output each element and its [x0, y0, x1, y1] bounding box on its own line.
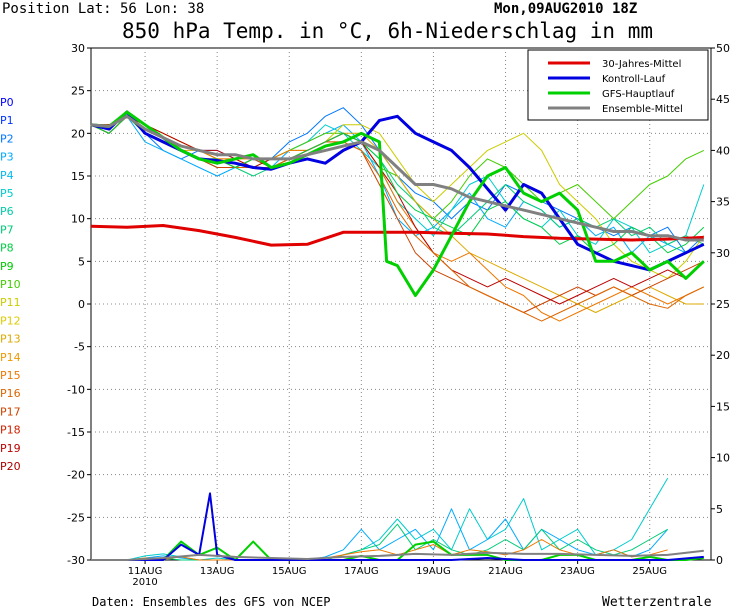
grid: [91, 48, 711, 560]
series-line: [90, 114, 704, 242]
member-label: P11: [0, 296, 21, 309]
x-tick-sublabel: 2010: [132, 577, 157, 588]
left-tick-label: 5: [78, 255, 85, 268]
right-tick-label: 50: [716, 42, 730, 55]
left-tick-label: 0: [78, 298, 85, 311]
member-label: P6: [0, 205, 14, 218]
member-label: P3: [0, 151, 14, 164]
member-label: P15: [0, 369, 21, 382]
left-tick-label: 10: [71, 213, 85, 226]
precipitation-lines: [91, 477, 669, 561]
member-labels: P0 P1 P2 P3 P4 P5 P6 P7 P8 P9 P10 P11 P12 P13 P14 P15 P1…: [0, 96, 21, 473]
right-tick-label: 10: [716, 452, 730, 465]
member-label: P19: [0, 442, 21, 455]
member-label: P18: [0, 424, 21, 437]
left-tick-label: 30: [71, 42, 85, 55]
member-label: P17: [0, 405, 21, 418]
right-tick-label: 15: [716, 400, 730, 413]
right-tick-label: 45: [716, 93, 730, 106]
right-tick-label: 20: [716, 349, 730, 362]
legend: 30-Jahres-Mittel Kontroll-Lauf GFS-Hauptla…: [527, 49, 709, 121]
x-tick-label: 17AUG: [344, 566, 379, 577]
member-label: P14: [0, 351, 21, 364]
member-label: P16: [0, 387, 21, 400]
member-label: P0: [0, 96, 14, 109]
right-tick-label: 40: [716, 144, 730, 157]
left-tick-label: -15: [67, 426, 85, 439]
datetime-label: Mon,09AUG2010 18Z: [494, 1, 637, 17]
member-label: P13: [0, 333, 21, 346]
position-label: Position Lat: 56 Lon: 38: [2, 1, 204, 17]
x-tick-label: 21AUG: [488, 566, 523, 577]
series-line: [91, 549, 704, 561]
right-tick-label: 0: [716, 554, 723, 567]
left-tick-label: -10: [67, 383, 85, 396]
member-label: P9: [0, 260, 14, 273]
footer-source: Daten: Ensembles des GFS von NCEP: [92, 595, 330, 609]
right-tick-label: 35: [716, 196, 730, 209]
chart-title: 850 hPa Temp. in °C, 6h-Niederschlag in …: [122, 19, 653, 43]
series-line: [90, 110, 705, 297]
member-line: [90, 115, 705, 245]
member-label: P1: [0, 114, 14, 127]
legend-label: Kontroll-Lauf: [602, 74, 666, 85]
x-tick-label: 19AUG: [416, 566, 451, 577]
legend-label: GFS-Hauptlauf: [602, 89, 675, 100]
left-tick-label: -30: [67, 554, 85, 567]
x-tick-label: 15AUG: [272, 566, 307, 577]
right-tick-label: 25: [716, 298, 730, 311]
x-tick-label: 23AUG: [560, 566, 595, 577]
member-label: P8: [0, 242, 14, 255]
footer-brand: Wetterzentrale: [602, 595, 712, 609]
series-line: [90, 224, 704, 247]
member-label: P5: [0, 187, 14, 200]
left-tick-label: -25: [67, 511, 85, 524]
member-label: P7: [0, 223, 14, 236]
x-tick-label: 13AUG: [200, 566, 235, 577]
legend-label: 30-Jahres-Mittel: [602, 59, 681, 70]
left-tick-label: 20: [71, 127, 85, 140]
member-label: P12: [0, 314, 21, 327]
member-precip-line: [91, 523, 668, 561]
main-series: [90, 110, 705, 561]
x-tick-label: 25AUG: [632, 566, 667, 577]
member-precip-line: [91, 539, 668, 561]
member-label: P4: [0, 169, 14, 182]
right-tick-label: 30: [716, 247, 730, 260]
x-tick-label: 11AUG: [128, 566, 163, 577]
left-tick-label: -20: [67, 469, 85, 482]
member-label: P20: [0, 460, 21, 473]
left-tick-label: 15: [71, 170, 85, 183]
left-axis: 30 25 20 15 10 5 0 -5 -10 -15 -20 -25 -30: [67, 42, 91, 567]
member-label: P10: [0, 278, 21, 291]
right-tick-label: 5: [716, 503, 723, 516]
left-tick-label: -5: [74, 341, 85, 354]
legend-label: Ensemble-Mittel: [602, 104, 683, 115]
series-line: [90, 110, 705, 272]
member-line: [90, 115, 705, 279]
ensemble-members: [90, 107, 705, 322]
left-tick-label: 25: [71, 85, 85, 98]
member-label: P2: [0, 132, 14, 145]
